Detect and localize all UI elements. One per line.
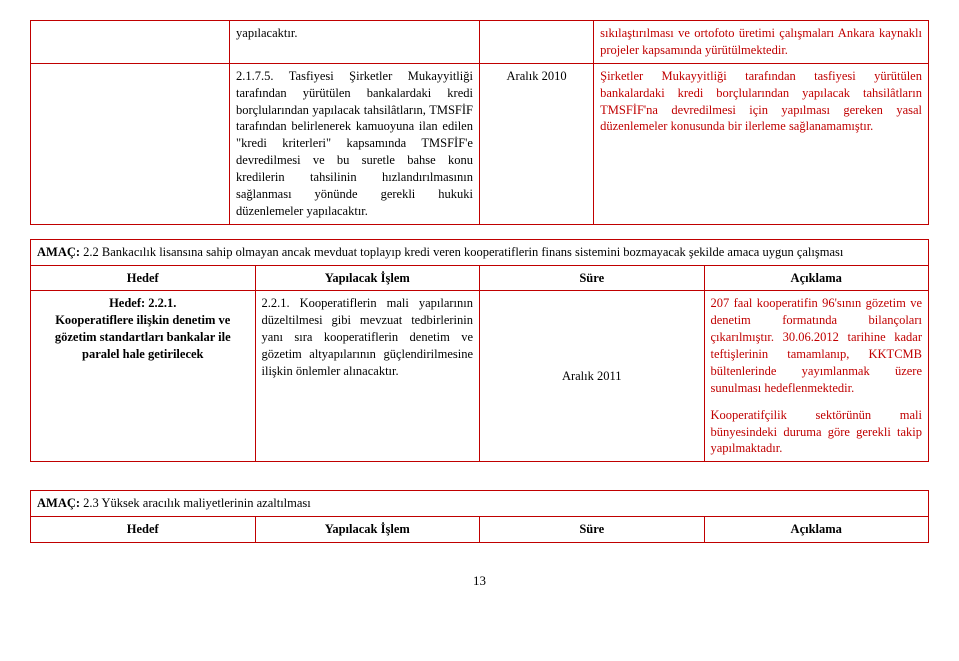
amac22-c1-body: Kooperatiflere ilişkin denetim ve gözeti… xyxy=(37,312,249,363)
amac23-table: AMAÇ: 2.3 Yüksek aracılık maliyetlerinin… xyxy=(30,490,929,543)
amac22-h2: Yapılacak İşlem xyxy=(255,265,480,291)
amac23-h3: Süre xyxy=(480,517,705,543)
amac22-c2: 2.2.1. Kooperatiflerin mali yapılarının … xyxy=(255,291,480,462)
amac23-title-row: AMAÇ: 2.3 Yüksek aracılık maliyetlerinin… xyxy=(31,491,929,517)
amac22-c1: Hedef: 2.2.1. Kooperatiflere ilişkin den… xyxy=(31,291,256,462)
amac23-header-row: Hedef Yapılacak İşlem Süre Açıklama xyxy=(31,517,929,543)
top-table: yapılacaktır. sıkılaştırılması ve ortofo… xyxy=(30,20,929,225)
top-r2-c2: 2.1.7.5. Tasfiyesi Şirketler Mukayyitliğ… xyxy=(230,63,480,224)
amac22-h4: Açıklama xyxy=(704,265,929,291)
amac22-c4-gap xyxy=(711,397,923,407)
amac22-title-row: AMAÇ: 2.2 Bankacılık lisansına sahip olm… xyxy=(31,239,929,265)
amac23-h1: Hedef xyxy=(31,517,256,543)
top-r1-c3 xyxy=(479,21,593,64)
amac22-c4: 207 faal kooperatifin 96'sının gözetim v… xyxy=(704,291,929,462)
top-r2-c1 xyxy=(31,63,230,224)
top-row-2: 2.1.7.5. Tasfiyesi Şirketler Mukayyitliğ… xyxy=(31,63,929,224)
amac23-label: AMAÇ: xyxy=(37,496,80,510)
amac22-header-row: Hedef Yapılacak İşlem Süre Açıklama xyxy=(31,265,929,291)
top-r2-c4: Şirketler Mukayyitliği tarafından tasfiy… xyxy=(594,63,929,224)
top-row-1: yapılacaktır. sıkılaştırılması ve ortofo… xyxy=(31,21,929,64)
page-number: 13 xyxy=(30,573,929,589)
amac22-c4-p2: Kooperatifçilik sektörünün mali bünyesin… xyxy=(711,407,923,458)
amac23-h4: Açıklama xyxy=(704,517,929,543)
top-r2-c3: Aralık 2010 xyxy=(479,63,593,224)
amac22-text: 2.2 Bankacılık lisansına sahip olmayan a… xyxy=(83,245,843,259)
amac23-text: 2.3 Yüksek aracılık maliyetlerinin azalt… xyxy=(83,496,311,510)
amac22-h1: Hedef xyxy=(31,265,256,291)
amac22-table: AMAÇ: 2.2 Bankacılık lisansına sahip olm… xyxy=(30,239,929,463)
amac22-label: AMAÇ: xyxy=(37,245,80,259)
amac23-title-cell: AMAÇ: 2.3 Yüksek aracılık maliyetlerinin… xyxy=(31,491,929,517)
amac22-c3: Aralık 2011 xyxy=(480,291,705,462)
amac22-title-cell: AMAÇ: 2.2 Bankacılık lisansına sahip olm… xyxy=(31,239,929,265)
amac22-c1-title: Hedef: 2.2.1. xyxy=(37,295,249,312)
amac22-c4-p1: 207 faal kooperatifin 96'sının gözetim v… xyxy=(711,295,923,396)
amac22-body-row: Hedef: 2.2.1. Kooperatiflere ilişkin den… xyxy=(31,291,929,462)
gap-2 xyxy=(30,462,929,490)
amac23-h2: Yapılacak İşlem xyxy=(255,517,480,543)
top-r1-c4: sıkılaştırılması ve ortofoto üretimi çal… xyxy=(594,21,929,64)
amac22-h3: Süre xyxy=(480,265,705,291)
top-r1-c1 xyxy=(31,21,230,64)
top-r1-c2: yapılacaktır. xyxy=(230,21,480,64)
gap-1 xyxy=(30,225,929,239)
